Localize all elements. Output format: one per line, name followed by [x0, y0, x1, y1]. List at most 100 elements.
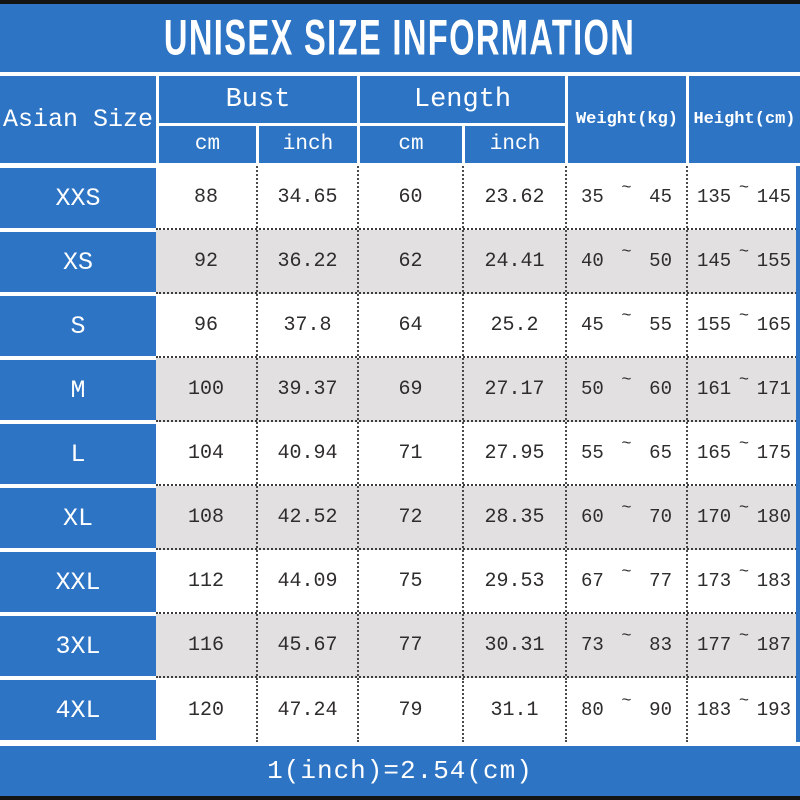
table-row: M 100 39.37 69 27.17 50 ~60 161 ~171 — [0, 358, 800, 422]
length-cm-cell: 79 — [357, 678, 462, 742]
table-row: XS 92 36.22 62 24.41 40 ~50 145 ~155 — [0, 230, 800, 294]
weight-max: 70 — [649, 506, 672, 528]
height-range-cell: 177 ~187 — [686, 614, 800, 676]
table-row: S 96 37.8 64 25.2 45 ~55 155 ~165 — [0, 294, 800, 358]
bust-inch-cell: 39.37 — [256, 358, 357, 420]
tilde-separator: ~ — [621, 242, 632, 262]
height-max: 175 — [756, 442, 791, 464]
bust-cm-cell: 120 — [187, 698, 224, 722]
weight-min: 55 — [581, 442, 604, 464]
header-length-cm: cm — [357, 123, 462, 163]
weight-range-cell: 55 ~65 — [565, 422, 686, 484]
weight-range-cell: 45 ~55 — [565, 294, 686, 356]
table-row: 4XL 120 47.24 79 31.1 80 ~90 183 ~193 — [0, 678, 800, 742]
bust-cm-cell: 104 — [187, 441, 224, 465]
weight-max: 83 — [649, 634, 672, 656]
length-inch-cell: 28.35 — [462, 486, 565, 548]
length-inch-cell: 23.62 — [462, 166, 565, 228]
conversion-note: 1(inch)=2.54(cm) — [267, 756, 533, 786]
length-inch-cell: 29.53 — [462, 550, 565, 612]
weight-min: 80 — [581, 699, 604, 721]
tilde-separator: ~ — [621, 562, 632, 582]
table-row: L 104 40.94 71 27.95 55 ~65 165 ~175 — [0, 422, 800, 486]
weight-min: 45 — [581, 314, 604, 336]
weight-range-cell: 67 ~77 — [565, 550, 686, 612]
weight-max: 55 — [649, 314, 672, 336]
tilde-separator: ~ — [621, 626, 632, 646]
row-cells: 112 44.09 75 29.53 67 ~77 173 ~183 — [156, 550, 800, 614]
weight-min: 60 — [581, 506, 604, 528]
tilde-separator: ~ — [621, 434, 632, 454]
weight-range-cell: 80 ~90 — [565, 678, 686, 742]
table-body: XXS 88 34.65 60 23.62 35 ~45 135 ~145 XS 9… — [0, 166, 800, 742]
bust-cm-cell: 88 — [193, 185, 218, 209]
height-range-cell: 135 ~145 — [686, 166, 800, 228]
row-cells: 100 39.37 69 27.17 50 ~60 161 ~171 — [156, 358, 800, 422]
table-row: XXS 88 34.65 60 23.62 35 ~45 135 ~145 — [0, 166, 800, 230]
tilde-separator: ~ — [738, 691, 750, 711]
bust-cm-cell: 112 — [187, 569, 224, 593]
height-range-cell: 145 ~155 — [686, 230, 800, 292]
bust-inch-cell: 37.8 — [256, 294, 357, 356]
row-cells: 108 42.52 72 28.35 60 ~70 170 ~180 — [156, 486, 800, 550]
height-max: 165 — [756, 314, 791, 336]
top-border-bar — [0, 0, 800, 4]
size-label-cell: M — [0, 360, 156, 420]
row-cells: 116 45.67 77 30.31 73 ~83 177 ~187 — [156, 614, 800, 678]
height-range-cell: 173 ~183 — [686, 550, 800, 612]
size-label-cell: XS — [0, 232, 156, 292]
height-range-cell: 170 ~180 — [686, 486, 800, 548]
tilde-separator: ~ — [738, 498, 750, 518]
tilde-separator: ~ — [738, 562, 750, 582]
weight-max: 45 — [649, 186, 672, 208]
length-inch-cell: 24.41 — [462, 230, 565, 292]
weight-range-cell: 60 ~70 — [565, 486, 686, 548]
title-banner: UNISEX SIZE INFORMATION — [0, 4, 800, 72]
header-asian-size: Asian Size — [0, 76, 156, 163]
height-range-cell: 161 ~171 — [686, 358, 800, 420]
right-edge-strip — [796, 166, 800, 742]
weight-max: 77 — [649, 570, 672, 592]
weight-range-cell: 73 ~83 — [565, 614, 686, 676]
bust-cm-cell: 96 — [193, 313, 218, 337]
tilde-separator: ~ — [738, 178, 750, 198]
tilde-separator: ~ — [621, 498, 632, 518]
height-range-cell: 165 ~175 — [686, 422, 800, 484]
weight-max: 65 — [649, 442, 672, 464]
size-label-cell: XXS — [0, 168, 156, 228]
weight-range-cell: 50 ~60 — [565, 358, 686, 420]
weight-range-cell: 40 ~50 — [565, 230, 686, 292]
size-label-cell: XXL — [0, 552, 156, 612]
length-cm-cell: 60 — [357, 166, 462, 228]
tilde-separator: ~ — [738, 434, 750, 454]
size-label-cell: L — [0, 424, 156, 484]
bust-cm-cell: 92 — [193, 249, 218, 273]
height-max: 155 — [756, 250, 791, 272]
row-cells: 104 40.94 71 27.95 55 ~65 165 ~175 — [156, 422, 800, 486]
height-min: 155 — [697, 314, 732, 336]
length-cm-cell: 71 — [357, 422, 462, 484]
height-min: 161 — [697, 378, 732, 400]
size-label-cell: XL — [0, 488, 156, 548]
weight-min: 67 — [581, 570, 604, 592]
row-cells: 88 34.65 60 23.62 35 ~45 135 ~145 — [156, 166, 800, 230]
weight-min: 40 — [581, 250, 604, 272]
header-height: Height(cm) — [686, 76, 800, 163]
tilde-separator: ~ — [738, 242, 750, 262]
bust-cm-cell: 116 — [187, 633, 224, 657]
title-divider — [0, 72, 800, 76]
tilde-separator: ~ — [738, 370, 750, 390]
bust-inch-cell: 44.09 — [256, 550, 357, 612]
length-cm-cell: 62 — [357, 230, 462, 292]
length-cm-cell: 64 — [357, 294, 462, 356]
height-range-cell: 155 ~165 — [686, 294, 800, 356]
table-row: 3XL 116 45.67 77 30.31 73 ~83 177 ~187 — [0, 614, 800, 678]
height-min: 145 — [697, 250, 732, 272]
weight-range-cell: 35 ~45 — [565, 166, 686, 228]
height-max: 171 — [756, 378, 791, 400]
tilde-separator: ~ — [738, 306, 750, 326]
weight-min: 73 — [581, 634, 604, 656]
weight-max: 60 — [649, 378, 672, 400]
length-inch-cell: 25.2 — [462, 294, 565, 356]
